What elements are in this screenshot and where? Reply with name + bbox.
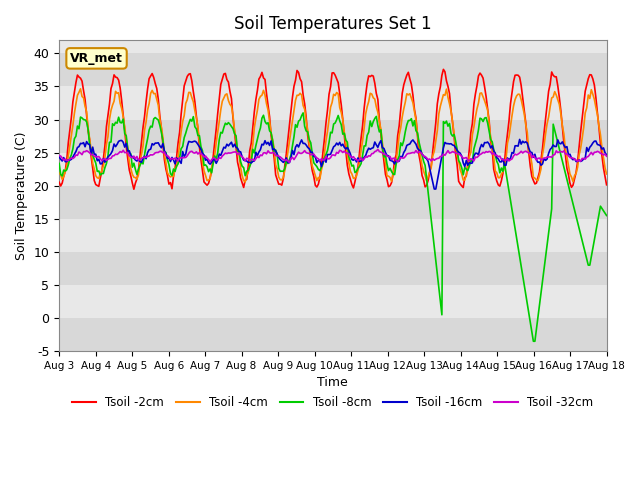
Title: Soil Temperatures Set 1: Soil Temperatures Set 1 xyxy=(234,15,431,33)
Bar xyxy=(59,53,607,86)
Bar xyxy=(59,186,607,219)
Bar xyxy=(59,153,607,186)
Y-axis label: Soil Temperature (C): Soil Temperature (C) xyxy=(15,132,28,260)
Legend: Tsoil -2cm, Tsoil -4cm, Tsoil -8cm, Tsoil -16cm, Tsoil -32cm: Tsoil -2cm, Tsoil -4cm, Tsoil -8cm, Tsoi… xyxy=(68,391,598,414)
Bar xyxy=(59,318,607,351)
X-axis label: Time: Time xyxy=(317,376,348,389)
Bar xyxy=(59,285,607,318)
Text: VR_met: VR_met xyxy=(70,52,123,65)
Bar xyxy=(59,219,607,252)
Bar xyxy=(59,86,607,120)
Bar xyxy=(59,120,607,153)
Bar xyxy=(59,252,607,285)
